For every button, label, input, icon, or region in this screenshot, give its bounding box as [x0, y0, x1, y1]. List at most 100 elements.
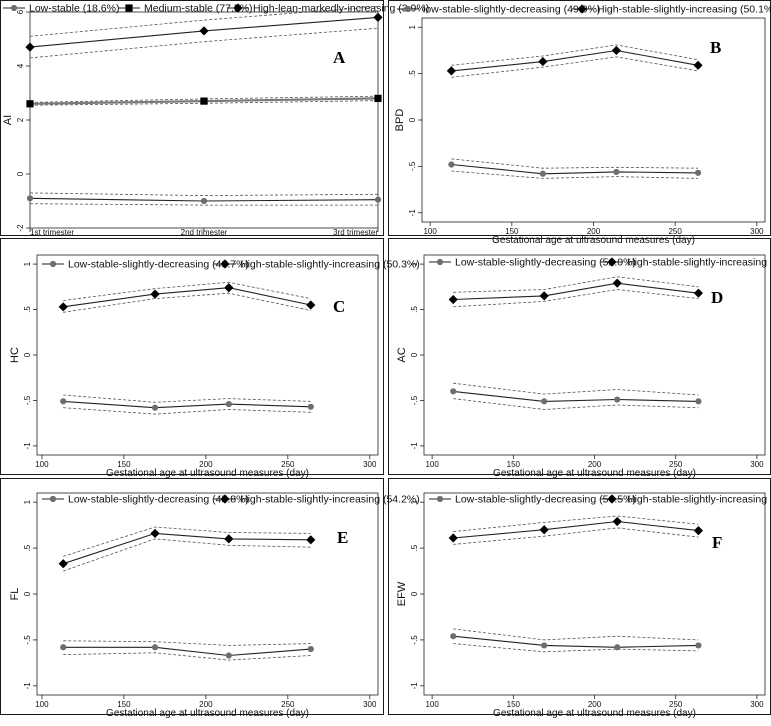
data-point — [152, 405, 158, 411]
legend-marker — [437, 259, 443, 265]
panel-letter: E — [337, 528, 348, 547]
legend: Low-stable-slightly-decreasing (50.5%)Hi… — [429, 494, 771, 506]
data-point — [26, 100, 33, 107]
legend-marker — [437, 496, 443, 502]
y-tick-label: 0 — [16, 171, 25, 176]
y-tick-label: 2 — [16, 117, 25, 122]
y-tick-label: 6 — [16, 9, 25, 14]
legend-marker — [50, 496, 56, 502]
data-point — [614, 644, 620, 650]
y-tick-label: 1 — [23, 499, 32, 504]
x-axis-label: Gestational age at ultrasound measures (… — [106, 708, 309, 719]
y-axis-label: AC — [396, 347, 408, 362]
y-tick-label: -.5 — [23, 395, 32, 405]
x-tick-label: 2nd trimester — [181, 228, 228, 237]
y-tick-label: -.5 — [410, 395, 419, 405]
data-point — [226, 401, 232, 407]
data-point — [541, 398, 547, 404]
y-tick-label: 0 — [23, 591, 32, 596]
data-point — [308, 404, 314, 410]
x-tick-label: 100 — [35, 460, 49, 469]
y-axis-label: HC — [9, 347, 21, 363]
x-axis-label: Gestational age at ultrasound measures (… — [493, 708, 696, 719]
y-tick-label: .5 — [408, 70, 417, 77]
y-tick-label: -1 — [23, 442, 32, 450]
y-tick-label: -1 — [23, 682, 32, 690]
legend-label: High-stable-slightly-increasing (49.5%) — [627, 494, 771, 506]
data-point — [614, 396, 620, 402]
y-tick-label: -2 — [16, 224, 25, 232]
y-tick-label: -.5 — [408, 161, 417, 171]
panel-letter: A — [333, 48, 346, 67]
legend-marker — [405, 6, 411, 12]
y-axis-label: EFW — [396, 581, 408, 606]
y-tick-label: .5 — [410, 306, 419, 313]
x-tick-label: 3rd trimester — [333, 228, 378, 237]
x-tick-label: 100 — [425, 700, 439, 709]
y-tick-label: 1 — [23, 261, 32, 266]
y-tick-label: 0 — [410, 352, 419, 357]
data-point — [201, 198, 207, 204]
panel-letter: F — [712, 533, 722, 552]
x-tick-label: 300 — [363, 460, 377, 469]
y-tick-label: 1 — [410, 499, 419, 504]
data-point — [27, 195, 33, 201]
legend-marker — [50, 261, 56, 267]
y-tick-label: 1 — [408, 24, 417, 29]
data-point — [375, 197, 381, 203]
y-tick-label: .5 — [23, 306, 32, 313]
y-tick-label: -1 — [410, 442, 419, 450]
legend: Low-stable-slightly-decreasing (49.7%)Hi… — [42, 259, 420, 271]
legend-label: Low-stable (18.6%) — [29, 3, 119, 15]
x-tick-label: 300 — [750, 700, 764, 709]
data-point — [541, 642, 547, 648]
y-tick-label: 4 — [16, 63, 25, 68]
data-point — [152, 644, 158, 650]
data-point — [374, 95, 381, 102]
y-tick-label: .5 — [23, 544, 32, 551]
legend-label: High-stable-slightly-increasing (48.0%) — [627, 257, 771, 269]
legend: Low-stable-slightly-decreasing (45.8%)Hi… — [42, 494, 420, 506]
x-tick-label: 300 — [750, 460, 764, 469]
data-point — [695, 642, 701, 648]
data-point — [540, 171, 546, 177]
legend-marker — [11, 5, 17, 11]
legend: Low-stable (18.6%)Medium-stable (77.5%)H… — [3, 3, 429, 15]
y-tick-label: 0 — [410, 591, 419, 596]
data-point — [695, 398, 701, 404]
y-tick-label: .5 — [410, 544, 419, 551]
data-point — [613, 169, 619, 175]
x-tick-label: 100 — [35, 700, 49, 709]
y-axis-label: BPD — [394, 109, 406, 132]
data-point — [200, 98, 207, 105]
legend: low-stable-slightly-decreasing (49.9%)Hi… — [397, 4, 771, 16]
y-tick-label: 1 — [410, 261, 419, 266]
data-point — [448, 161, 454, 167]
y-tick-label: -.5 — [23, 635, 32, 645]
legend-marker — [125, 4, 132, 11]
legend-label: High-stable-slightly-increasing (54.2%) — [240, 494, 420, 506]
y-tick-label: 0 — [408, 117, 417, 122]
panel-letter: C — [333, 297, 345, 316]
x-tick-label: 100 — [425, 460, 439, 469]
y-tick-label: -.5 — [410, 635, 419, 645]
y-axis-label: AI — [2, 115, 14, 125]
data-point — [450, 633, 456, 639]
legend-label: High-stable-slightly-increasing (50.3%) — [240, 259, 420, 271]
data-point — [60, 644, 66, 650]
y-axis-label: FL — [9, 588, 21, 601]
x-tick-label: 300 — [750, 227, 764, 236]
y-tick-label: -1 — [410, 682, 419, 690]
x-axis-label: Gestational age at ultrasound measures (… — [106, 468, 309, 479]
data-point — [308, 646, 314, 652]
panel-letter: D — [711, 288, 723, 307]
x-tick-label: 1st trimester — [30, 228, 74, 237]
x-tick-label: 100 — [423, 227, 437, 236]
x-axis-label: Gestational age at ultrasound measures (… — [493, 468, 696, 479]
x-tick-label: 300 — [363, 700, 377, 709]
data-point — [60, 398, 66, 404]
data-point — [450, 388, 456, 394]
y-tick-label: -1 — [408, 209, 417, 217]
data-point — [226, 652, 232, 658]
